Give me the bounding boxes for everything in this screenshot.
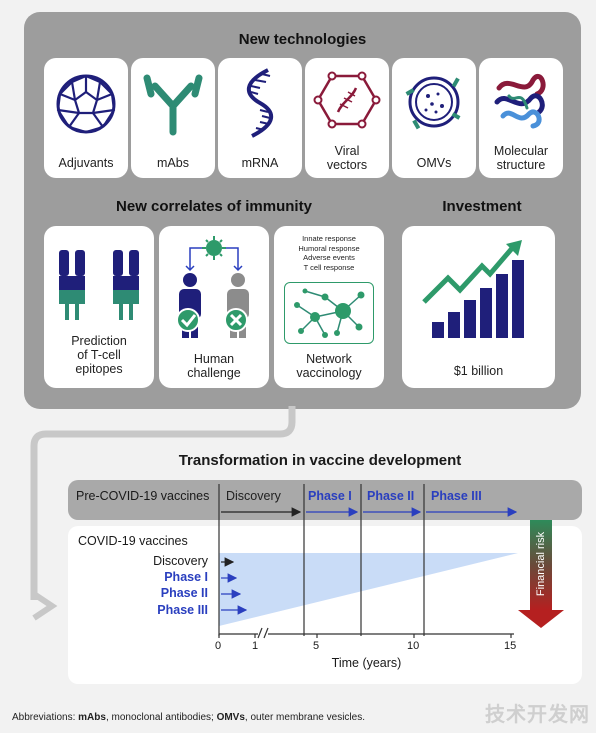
covid-phase-1: Phase I [164,570,208,584]
investment-label: $1 billion [453,364,504,378]
correlate-card-t-cell-epitopes: Prediction of T-cell epitopes [44,226,154,388]
abbreviations-note: Abbreviations: mAbs, monoclonal antibodi… [12,712,365,723]
pre-phase-2: Phase II [367,489,415,503]
correlate-card-network-vaccinology: Innate response Humoral response Adverse… [274,226,384,388]
tech-label: Viral vectors [326,144,368,172]
tech-label: OMVs [416,156,452,170]
tech-label: mRNA [241,156,279,170]
pre-phase-discovery: Discovery [226,489,281,503]
abbr-term: mAbs [78,712,106,723]
mrna-strand-icon [247,68,273,138]
omv-icon [405,76,461,130]
connector-arrowhead [32,591,58,621]
axis-label: Time (years) [331,656,402,670]
tech-card-mrna: mRNA [218,58,302,178]
virus-icon [202,236,226,260]
correlate-label: Human challenge [187,352,241,380]
abbr-prefix: Abbreviations: [12,712,79,723]
list-item: Humoral response [298,243,360,253]
pre-covid-label: Pre-COVID-19 vaccines [76,489,210,503]
connector-arrow [30,406,296,600]
covid-phase-2: Phase II [160,586,208,600]
financial-risk-label: Financial risk [535,531,547,597]
abbr-term: OMVs [216,712,245,723]
covid-phase-3: Phase III [157,603,208,617]
growth-chart-icon [422,240,524,338]
tech-card-adjuvants: Adjuvants [44,58,128,178]
list-item: Adverse events [303,253,355,262]
correlate-label: Prediction of T-cell epitopes [71,334,127,376]
abbr-def: , monoclonal antibodies; [105,712,217,723]
protein-structure-icon [494,74,546,129]
viral-vector-icon [313,71,381,129]
fullerene-icon [56,74,116,134]
list-item: T cell response [303,262,355,272]
tech-label: Molecular structure [493,144,549,172]
tech-card-mabs: mAbs [131,58,215,178]
covid-phase-discovery: Discovery [153,554,208,568]
investment-card: $1 billion [402,226,555,388]
tech-card-molecular-structure: Molecular structure [479,58,563,178]
section-title-new-technologies: New technologies [238,31,367,48]
correlate-card-human-challenge: Human challenge [159,226,269,388]
network-icon [294,288,365,338]
antibody-icon [143,74,203,136]
human-challenge-icon [176,236,249,338]
tick-label: 0 [215,640,222,652]
section-title-correlates: New correlates of immunity [116,198,312,215]
pre-covid-bar [68,480,582,520]
tech-label: mAbs [157,156,189,170]
tick-label: 5 [313,640,320,652]
tech-card-omvs: OMVs [392,58,476,178]
tick-label: 1 [252,640,259,652]
t-cell-receptor-icon [59,250,139,320]
pre-phase-3: Phase III [431,489,482,503]
network-response-list: Innate response Humoral response Adverse… [274,234,384,272]
network-diagram-box [284,282,374,344]
watermark: 技术开发网 [485,704,590,726]
tech-card-viral-vectors: Viral vectors [305,58,389,178]
pre-phase-1: Phase I [308,489,352,503]
tick-label: 10 [407,640,420,652]
section-title-investment: Investment [442,198,522,215]
tick-label: 15 [504,640,517,652]
tech-label: Adjuvants [58,156,114,170]
timeline-title: Transformation in vaccine development [178,452,462,469]
abbr-def: , outer membrane vesicles. [244,712,365,723]
covid-label: COVID-19 vaccines [78,534,188,548]
list-item: Innate response [302,234,356,243]
correlate-label: Network vaccinology [296,352,362,380]
